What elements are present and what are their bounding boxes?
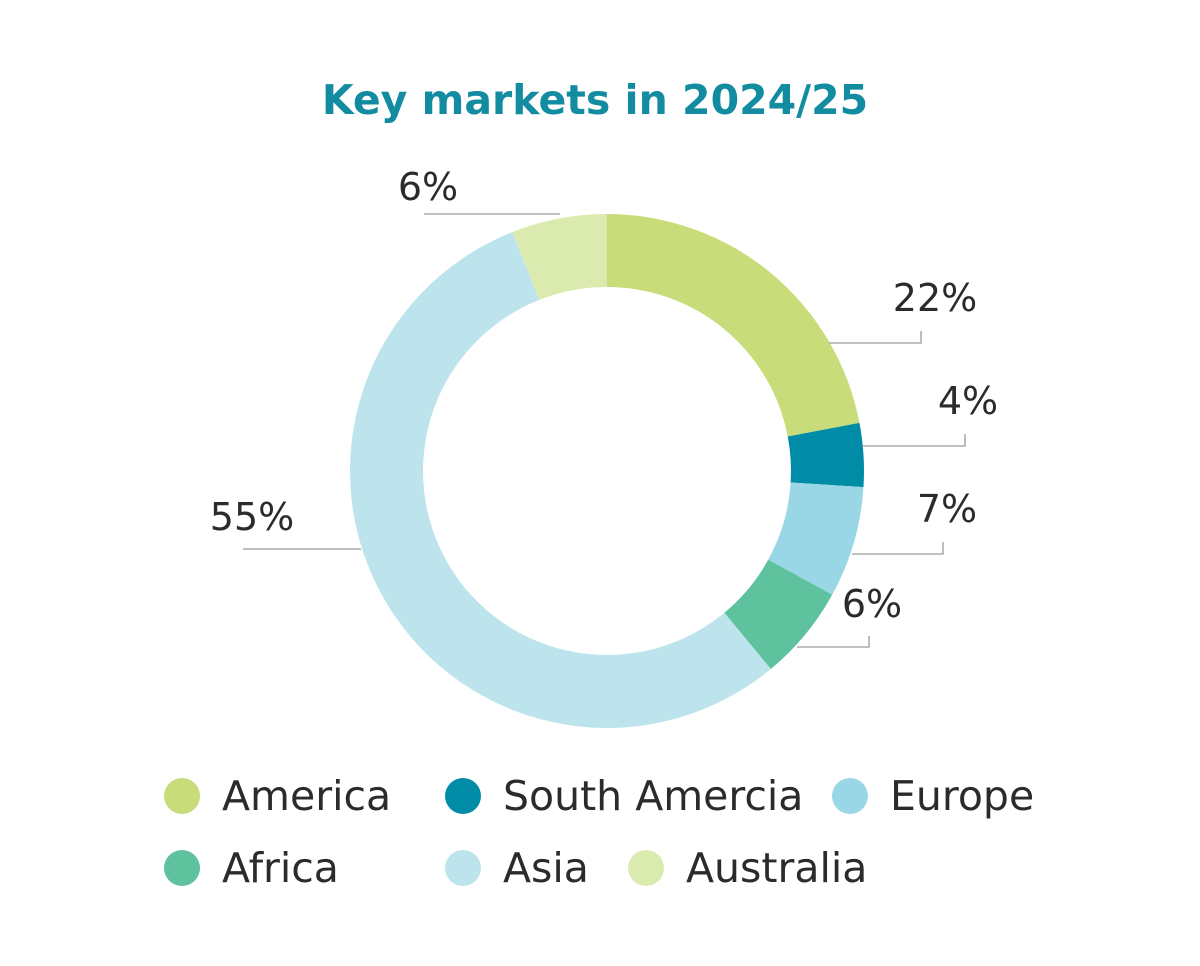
value-label: 6% <box>842 582 902 626</box>
legend-label: Africa <box>222 844 339 892</box>
legend-swatch <box>445 850 481 886</box>
legend-item-america: America <box>164 772 391 820</box>
slice-africa <box>724 559 833 670</box>
value-label: 22% <box>893 276 977 320</box>
legend-swatch <box>832 778 868 814</box>
legend-swatch <box>445 778 481 814</box>
legend-item-asia: Asia <box>445 844 589 892</box>
value-label: 6% <box>398 165 458 209</box>
slice-america <box>607 214 860 437</box>
legend-item-europe: Europe <box>832 772 1034 820</box>
legend-swatch <box>164 778 200 814</box>
legend-swatch <box>164 850 200 886</box>
leader-line <box>862 434 966 447</box>
slice-asia <box>350 232 771 728</box>
legend: America South Amercia Europe Africa Asia Aust… <box>164 772 1034 892</box>
slice-australia <box>512 214 607 300</box>
value-label: 7% <box>917 487 977 531</box>
slice-europe <box>768 482 864 595</box>
legend-item-south-amercia: South Amercia <box>445 772 803 820</box>
legend-label: Asia <box>503 844 589 892</box>
legend-label: America <box>222 772 391 820</box>
leader-line <box>797 636 870 648</box>
chart-title: Key markets in 2024/25 <box>322 76 868 124</box>
slice-south-amercia <box>787 422 864 488</box>
leader-line <box>852 542 944 555</box>
donut-slices <box>350 214 864 728</box>
legend-label: Europe <box>890 772 1034 820</box>
value-labels: 22% 4% 7% 6% 55% 6% <box>210 165 998 648</box>
value-label: 55% <box>210 495 294 539</box>
legend-label: Australia <box>686 844 867 892</box>
leader-line <box>829 331 922 344</box>
legend-item-australia: Australia <box>628 844 867 892</box>
value-label: 4% <box>938 379 998 423</box>
legend-label: South Amercia <box>503 772 803 820</box>
legend-swatch <box>628 850 664 886</box>
legend-item-africa: Africa <box>164 844 339 892</box>
